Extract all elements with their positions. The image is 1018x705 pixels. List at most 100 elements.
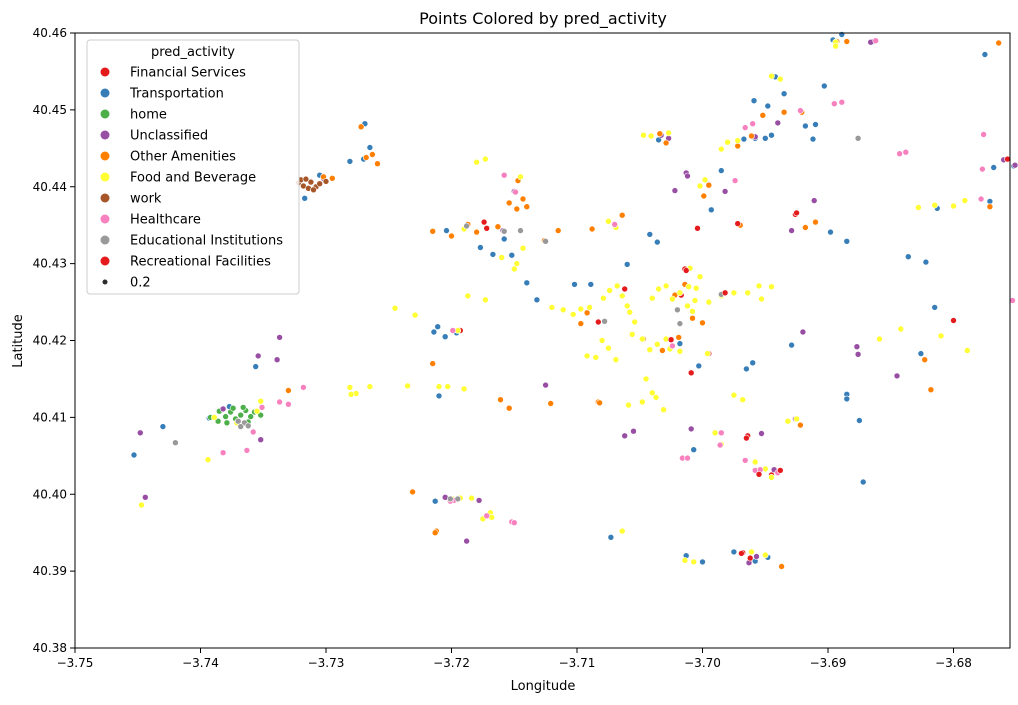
data-point [876,335,883,343]
data-point [707,206,715,214]
data-point [750,97,758,104]
y-tick-label: 40.46 [33,26,67,40]
data-point [618,211,626,219]
series-healthcare [219,37,1016,527]
legend-marker [100,256,110,266]
data-point [685,283,693,291]
data-point [449,327,457,334]
data-point [648,389,656,397]
data-point [130,451,138,459]
data-point [859,478,867,486]
data-point [571,281,578,288]
data-point [655,285,662,293]
x-tick-label: −3.73 [308,656,345,670]
x-tick-label: −3.70 [684,656,721,670]
data-point [517,173,524,181]
data-point [950,317,957,324]
data-point [902,148,910,156]
data-point [307,178,315,186]
data-point [931,201,939,209]
data-point [475,497,483,504]
data-point [897,325,905,333]
data-point [689,307,696,315]
data-point [776,75,784,83]
data-point [761,135,769,142]
data-point [665,129,672,137]
data-point [830,100,838,107]
data-point [690,558,698,566]
x-tick-label: −3.75 [57,656,94,670]
data-point [628,331,636,338]
data-point [587,281,595,288]
data-point [995,39,1003,47]
data-point [676,320,684,327]
data-point [652,394,660,401]
data-point [483,225,491,232]
data-point [753,553,760,560]
data-point [594,318,602,326]
data-point [483,512,491,520]
data-point [717,167,725,174]
data-point [797,107,804,114]
data-point [366,144,374,151]
data-point [764,102,772,110]
data-point [411,311,419,319]
data-point [690,446,698,454]
data-point [687,425,695,433]
data-point [979,165,986,173]
legend-marker [100,214,110,224]
data-point [605,344,612,352]
data-point [463,222,470,230]
data-point [500,235,508,243]
data-point [705,298,713,306]
data-point [646,346,654,354]
legend-marker [100,67,110,77]
legend: pred_activity Financial Services Transpor… [86,39,300,295]
data-point [699,319,706,327]
data-point [776,467,784,474]
plot-area [130,31,1018,570]
data-point [701,176,709,184]
data-point [631,318,639,326]
legend-size-marker [102,279,108,285]
data-point [741,457,749,464]
data-point [691,297,699,304]
data-point [249,428,257,436]
data-point [755,282,763,290]
data-point [559,306,567,314]
data-point [577,320,585,327]
legend-marker [100,172,110,182]
data-point [734,220,742,227]
data-point [784,417,792,425]
data-point [963,347,971,354]
data-point [717,429,725,437]
data-point [446,495,454,503]
data-point [374,160,381,167]
data-point [613,282,621,290]
data-point [505,199,513,207]
data-point [583,309,591,317]
data-point [219,449,227,457]
data-point [138,501,145,509]
data-point [843,238,851,245]
legend-marker [100,109,110,119]
data-point [391,304,399,312]
data-point [434,323,442,331]
data-point [611,221,619,228]
data-point [369,151,376,158]
data-point [799,328,807,336]
data-point [257,436,265,444]
x-tick-label: −3.72 [433,656,470,670]
data-point [730,289,738,297]
data-point [223,419,231,427]
data-point [625,401,632,409]
data-point [159,423,167,430]
data-point [689,314,696,322]
data-point [872,37,880,45]
legend-marker [100,88,110,98]
data-point [510,265,518,273]
data-point [569,311,577,318]
data-point [409,488,416,496]
data-point [667,336,675,344]
